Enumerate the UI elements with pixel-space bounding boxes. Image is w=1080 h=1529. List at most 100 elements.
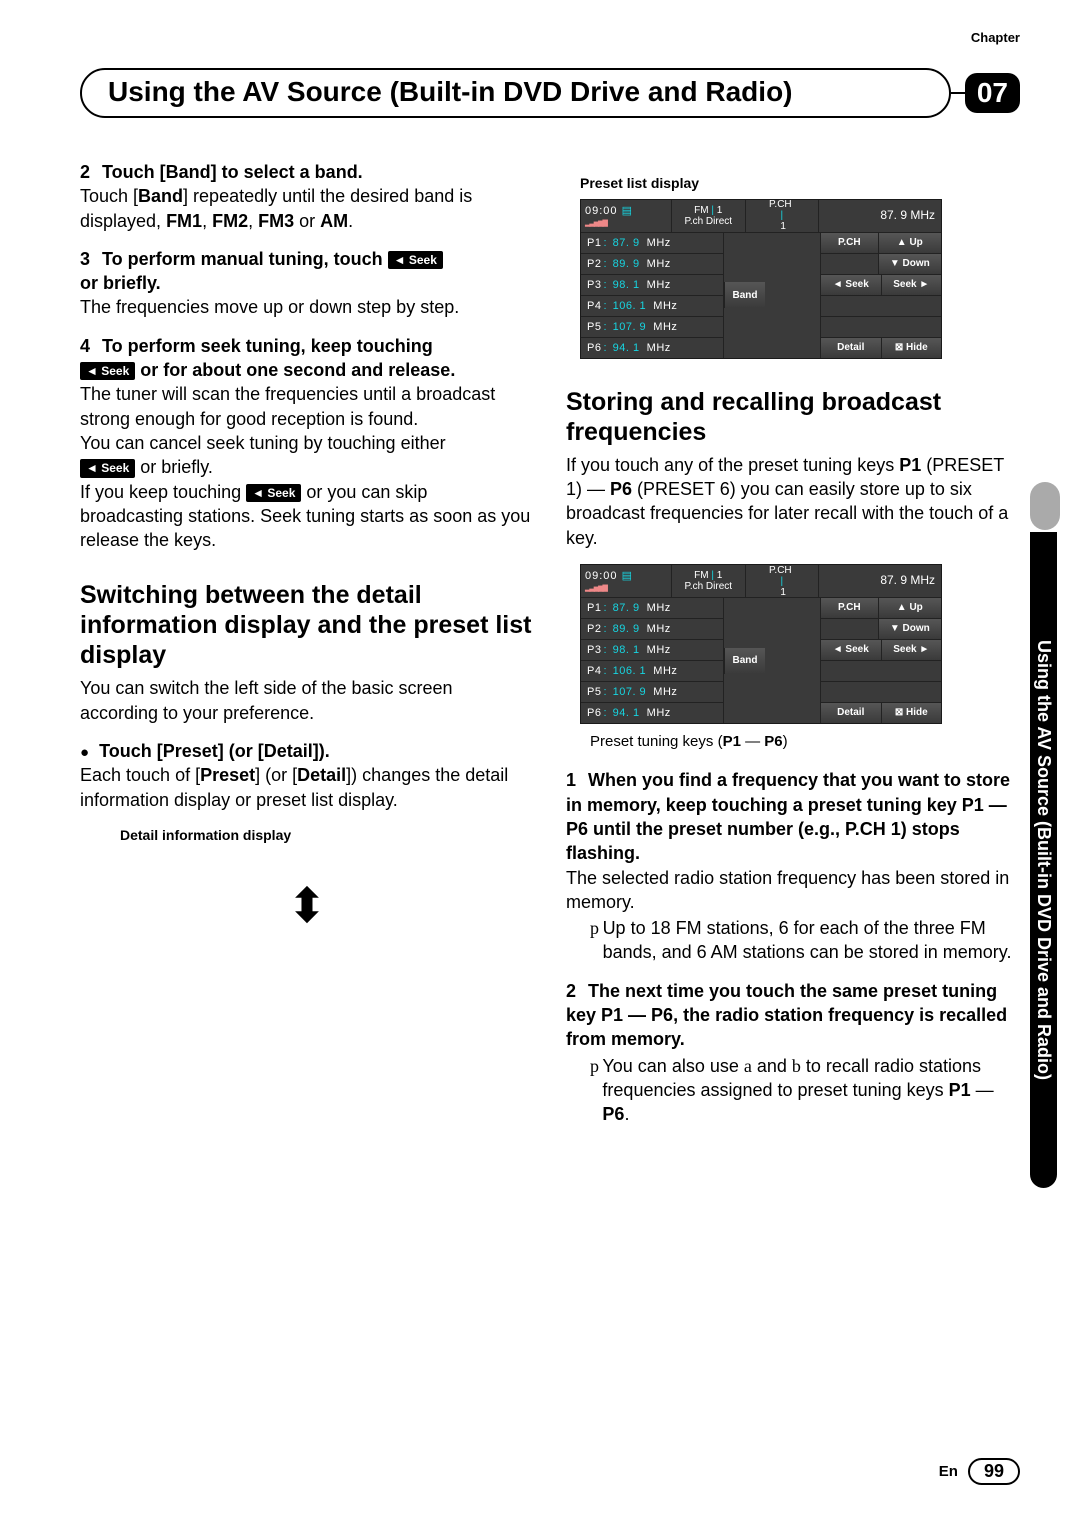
preset-keys-caption: Preset tuning keys (P1 — P6)	[590, 732, 1020, 752]
step-number: 2	[566, 979, 588, 1003]
blank-cell	[821, 317, 941, 337]
step-title: To perform manual tuning, touch	[102, 249, 388, 269]
blank-cell	[821, 619, 879, 639]
step-4-body-3: If you keep touching ◄ Seek or you can s…	[80, 480, 534, 553]
side-tab: Using the AV Source (Built-in DVD Drive …	[1030, 482, 1060, 1188]
blank-cell	[821, 296, 941, 316]
step-title: To perform seek tuning, keep touching	[102, 336, 433, 356]
seek-left-icon: ◄ Seek	[80, 459, 135, 477]
step-2-body: Touch [Band] repeatedly until the desire…	[80, 184, 534, 233]
step-title: or for about one second and release.	[135, 360, 455, 380]
blank-cell	[821, 682, 941, 702]
preset-row[interactable]: P3: 98. 1 MHz	[581, 275, 723, 296]
text-bold: AM	[320, 211, 348, 231]
text: Preset tuning keys (	[590, 733, 723, 750]
screen-fm-cell[interactable]: FM | 1P.ch Direct	[671, 200, 745, 232]
preset-row[interactable]: P5: 107. 9 MHz	[581, 317, 723, 338]
pch-button[interactable]: P.CH	[821, 598, 879, 618]
hide-button[interactable]: ⊠ Hide	[882, 338, 942, 358]
seek-right-button[interactable]: Seek ►	[882, 275, 942, 295]
step-title: When you find a frequency that you want …	[566, 770, 1010, 863]
step-4-heading: 4To perform seek tuning, keep touching ◄…	[80, 334, 534, 383]
step-number: 4	[80, 334, 102, 358]
side-tab-nub	[1030, 482, 1060, 530]
title-row: Using the AV Source (Built-in DVD Drive …	[80, 68, 1020, 118]
text-bold: FM3	[258, 211, 294, 231]
seek-left-button[interactable]: ◄ Seek	[821, 275, 882, 295]
preset-row[interactable]: P1: 87. 9 MHz	[581, 598, 723, 619]
up-button[interactable]: ▲ Up	[879, 598, 941, 618]
touch-preset-body: Each touch of [Preset] (or [Detail]) cha…	[80, 763, 534, 812]
touch-preset-heading: Touch [Preset] (or [Detail]).	[80, 739, 534, 763]
text: (PRESET 6) you can easily store up to si…	[566, 479, 1008, 548]
step-4-body-2: You can cancel seek tuning by touching e…	[80, 431, 534, 480]
storing-body: If you touch any of the preset tuning ke…	[566, 453, 1020, 550]
step-title: or briefly.	[80, 273, 161, 293]
text: ,	[248, 211, 258, 231]
store-step-1-body: The selected radio station frequency has…	[566, 866, 1020, 915]
text-bold: P1	[949, 1080, 971, 1100]
title-connector	[951, 92, 965, 95]
seek-left-icon: ◄ Seek	[246, 484, 301, 502]
up-down-arrow-icon: ⬍	[80, 875, 534, 940]
text: .	[348, 211, 353, 231]
pch-button[interactable]: P.CH	[821, 233, 879, 253]
screen-clock-area: 09:00 ▤▂▃▅▆▇	[581, 565, 671, 597]
preset-row[interactable]: P2: 89. 9 MHz	[581, 619, 723, 640]
text: and	[752, 1056, 792, 1076]
switching-body: You can switch the left side of the basi…	[80, 676, 534, 725]
preset-row[interactable]: P4: 106. 1 MHz	[581, 661, 723, 682]
right-column: Preset list display 09:00 ▤▂▃▅▆▇FM | 1P.…	[566, 160, 1020, 1140]
text: or	[294, 211, 320, 231]
step-4-body-1: The tuner will scan the frequencies unti…	[80, 382, 534, 431]
text-bold: P6	[764, 733, 782, 750]
preset-row[interactable]: P6: 94. 1 MHz	[581, 703, 723, 723]
preset-row[interactable]: P2: 89. 9 MHz	[581, 254, 723, 275]
text: .	[624, 1104, 629, 1124]
note-bullet-icon: p	[590, 916, 603, 965]
preset-keys-screenshot: 09:00 ▤▂▃▅▆▇FM | 1P.ch DirectP.CH | 187.…	[566, 564, 1020, 724]
hide-button[interactable]: ⊠ Hide	[882, 703, 942, 723]
preset-row[interactable]: P1: 87. 9 MHz	[581, 233, 723, 254]
down-button[interactable]: ▼ Down	[879, 619, 941, 639]
down-button[interactable]: ▼ Down	[879, 254, 941, 274]
step-title: The next time you touch the same preset …	[566, 981, 1007, 1050]
seek-right-button[interactable]: Seek ►	[882, 640, 942, 660]
screen-frequency: 87. 9 MHz	[818, 565, 941, 597]
text-bold: FM1	[166, 211, 202, 231]
seek-left-icon: ◄ Seek	[80, 362, 135, 380]
preset-row[interactable]: P5: 107. 9 MHz	[581, 682, 723, 703]
screen-clock-area: 09:00 ▤▂▃▅▆▇	[581, 200, 671, 232]
preset-row[interactable]: P4: 106. 1 MHz	[581, 296, 723, 317]
seek-left-button[interactable]: ◄ Seek	[821, 640, 882, 660]
up-button[interactable]: ▲ Up	[879, 233, 941, 253]
band-button[interactable]: Band	[724, 282, 765, 308]
store-step-2-heading: 2The next time you touch the same preset…	[566, 979, 1020, 1052]
preset-list-caption: Preset list display	[580, 174, 1020, 193]
left-column: 2Touch [Band] to select a band. Touch [B…	[80, 160, 534, 1140]
screen-pch-cell[interactable]: P.CH | 1	[745, 200, 819, 232]
text-bold: FM2	[212, 211, 248, 231]
note-bullet-icon: p	[590, 1054, 602, 1127]
step-2-heading: 2Touch [Band] to select a band.	[80, 160, 534, 184]
preset-list-screenshot: 09:00 ▤▂▃▅▆▇FM | 1P.ch DirectP.CH | 187.…	[566, 199, 1020, 359]
text-serif: b	[792, 1056, 801, 1076]
storing-heading: Storing and recalling broadcast frequenc…	[566, 387, 1020, 447]
text: You can also use	[602, 1056, 743, 1076]
text-serif: a	[744, 1056, 752, 1076]
text-bold: P6	[610, 479, 632, 499]
detail-button[interactable]: Detail	[821, 703, 882, 723]
store-step-1-note: p Up to 18 FM stations, 6 for each of th…	[590, 916, 1020, 965]
screen-pch-cell[interactable]: P.CH | 1	[745, 565, 819, 597]
detail-display-caption: Detail information display	[120, 826, 534, 845]
band-button[interactable]: Band	[724, 648, 765, 674]
screen-fm-cell[interactable]: FM | 1P.ch Direct	[671, 565, 745, 597]
page-title: Using the AV Source (Built-in DVD Drive …	[80, 68, 951, 118]
preset-row[interactable]: P3: 98. 1 MHz	[581, 640, 723, 661]
text-bold: P1	[899, 455, 921, 475]
preset-row[interactable]: P6: 94. 1 MHz	[581, 338, 723, 358]
chapter-number-badge: 07	[965, 73, 1020, 113]
text: You can cancel seek tuning by touching e…	[80, 433, 446, 453]
detail-button[interactable]: Detail	[821, 338, 882, 358]
side-tab-label: Using the AV Source (Built-in DVD Drive …	[1030, 532, 1057, 1188]
